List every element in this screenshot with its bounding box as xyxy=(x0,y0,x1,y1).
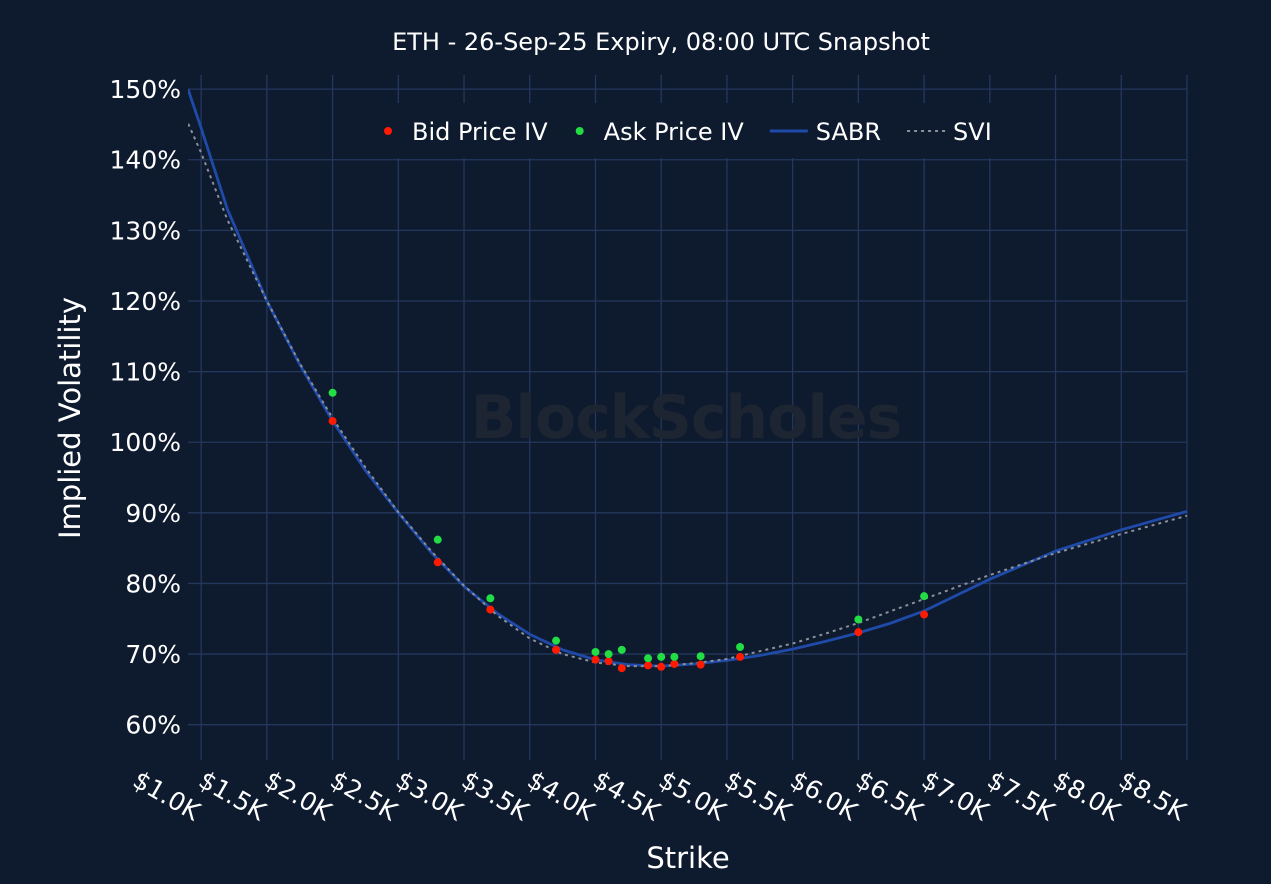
x-tick-label: $6.0K xyxy=(785,765,862,826)
legend-marker xyxy=(575,127,584,135)
x-tick-label: $8.5K xyxy=(1114,765,1191,826)
bid-price-iv-point xyxy=(657,662,666,671)
ask-price-iv-point xyxy=(670,652,679,661)
x-tick-label: $1.0K xyxy=(128,765,205,826)
bid-price-iv-point xyxy=(328,417,337,426)
ask-price-iv-point xyxy=(657,652,666,661)
x-tick-label: $8.0K xyxy=(1048,765,1125,826)
legend-label: SVI xyxy=(953,118,992,146)
y-axis-label: Implied Volatility xyxy=(53,297,87,539)
y-tick-label: 100% xyxy=(110,428,181,457)
series-layer xyxy=(188,88,1188,673)
y-tick-label: 90% xyxy=(125,499,181,528)
bid-price-iv-point xyxy=(617,664,626,673)
y-axis-ticks: 60% 70% 80% 90% 100% 110% 120% 130% 140% 150% xyxy=(110,75,181,740)
bid-price-iv-point xyxy=(486,605,495,614)
y-tick-label: 110% xyxy=(110,358,181,387)
legend: Bid Price IV Ask Price IV SABR SVI xyxy=(355,103,1015,158)
ask-price-iv-point xyxy=(696,652,705,661)
x-tick-label: $7.0K xyxy=(917,765,994,826)
bid-price-iv-point xyxy=(604,657,613,666)
ask-price-iv-point xyxy=(604,650,613,659)
bid-price-iv-point xyxy=(433,558,442,567)
y-tick-label: 130% xyxy=(110,216,181,245)
bid-price-iv-point xyxy=(591,655,600,664)
ask-price-iv-point xyxy=(644,654,653,663)
ask-price-iv-point xyxy=(486,594,495,603)
y-tick-label: 140% xyxy=(110,146,181,175)
ask-price-iv-point xyxy=(433,535,442,544)
x-tick-label: $5.5K xyxy=(720,765,797,826)
ask-price-iv-point xyxy=(617,645,626,654)
y-tick-label: 70% xyxy=(125,640,181,669)
x-tick-label: $4.0K xyxy=(522,765,599,826)
bid-price-iv-point xyxy=(552,645,561,654)
ask-price-iv-point xyxy=(920,592,929,601)
bid-price-iv-point xyxy=(854,628,863,637)
y-tick-label: 80% xyxy=(125,569,181,598)
x-axis-ticks: $1.0K$1.5K$2.0K$2.5K$3.0K$3.5K$4.0K$4.5K… xyxy=(128,765,1191,826)
bid-price-iv-point xyxy=(670,659,679,668)
legend-label: Bid Price IV xyxy=(412,118,548,146)
y-tick-label: 60% xyxy=(125,711,181,740)
watermark-logo: BlockScholes xyxy=(471,383,902,453)
legend-item-svi: SVI xyxy=(907,118,992,146)
bid-price-iv-point xyxy=(696,660,705,669)
legend-background xyxy=(355,103,1015,158)
sabr-curve xyxy=(188,88,1188,668)
legend-item-sabr: SABR xyxy=(769,118,881,146)
x-tick-label: $5.0K xyxy=(654,765,731,826)
legend-label: Ask Price IV xyxy=(604,118,745,146)
x-tick-label: $4.5K xyxy=(588,765,665,826)
ask-price-iv-point xyxy=(552,636,561,645)
x-tick-label: $3.0K xyxy=(391,765,468,826)
ask-price-iv-point xyxy=(854,615,863,624)
x-tick-label: $1.5K xyxy=(194,765,271,826)
x-axis-label: Strike xyxy=(646,841,729,875)
x-tick-label: $6.5K xyxy=(851,765,928,826)
bid-price-iv-point xyxy=(736,652,745,661)
y-tick-label: 120% xyxy=(110,287,181,316)
ask-price-iv-point xyxy=(736,643,745,652)
chart-title: ETH - 26-Sep-25 Expiry, 08:00 UTC Snapsh… xyxy=(392,28,930,56)
bid-price-iv-point xyxy=(920,610,929,619)
legend-marker xyxy=(384,127,392,135)
x-tick-label: $2.0K xyxy=(260,765,337,826)
legend-label: SABR xyxy=(816,118,881,146)
ask-price-iv-point xyxy=(591,647,600,656)
legend-item-ask-price-iv: Ask Price IV xyxy=(575,118,745,146)
x-tick-label: $3.5K xyxy=(457,765,534,826)
x-tick-label: $7.5K xyxy=(983,765,1060,826)
x-tick-label: $2.5K xyxy=(325,765,402,826)
legend-item-bid-price-iv: Bid Price IV xyxy=(384,118,548,146)
svi-curve xyxy=(188,120,1188,668)
bid-price-iv-point xyxy=(644,661,653,670)
y-tick-label: 150% xyxy=(110,75,181,104)
ask-price-iv-point xyxy=(328,388,337,397)
